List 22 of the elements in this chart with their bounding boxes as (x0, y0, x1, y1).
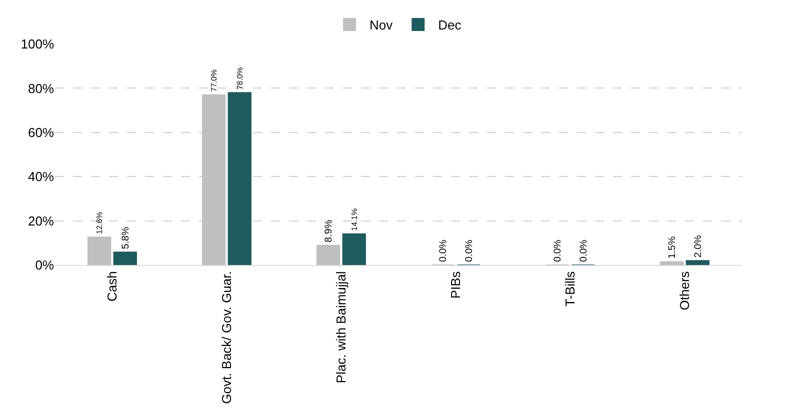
x-tick-label: PIBs (448, 270, 463, 299)
data-label: 0.0% (438, 239, 450, 262)
y-tick-label: 0% (35, 258, 54, 273)
y-tick-label: 60% (28, 124, 54, 140)
data-label: 8.9% (324, 220, 335, 242)
y-tick-label: 80% (28, 80, 54, 96)
data-label: 0.0% (464, 239, 475, 262)
y-tick-label: 20% (28, 213, 54, 228)
data-label: 0.0% (552, 239, 564, 262)
x-tick-label: Plac. with Baimujjal (333, 271, 348, 384)
y-tick-label: 40% (28, 169, 54, 184)
x-tick-label: T-Bills (562, 270, 578, 307)
x-tick-label: Cash (104, 271, 120, 302)
x-tick-label: Others (676, 270, 692, 310)
legend-label: Nov (370, 18, 394, 33)
y-tick-label: 100% (20, 36, 54, 52)
x-tick-label: Govt. Back/ Gov. Guar. (218, 271, 234, 404)
data-label: 5.8% (120, 226, 132, 250)
data-label: 2.0% (692, 234, 704, 258)
data-label: 0.0% (578, 239, 590, 262)
legend-label: Dec (438, 18, 462, 33)
data-label: 1.5% (667, 236, 678, 259)
